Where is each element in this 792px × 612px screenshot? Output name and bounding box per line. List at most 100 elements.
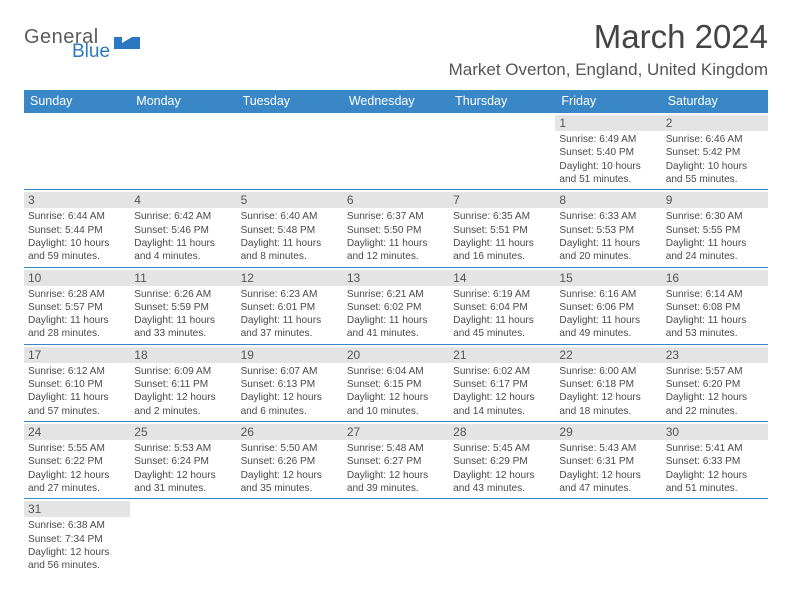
day-info: Sunrise: 6:40 AMSunset: 5:48 PMDaylight:… [241,210,339,263]
day-cell: 9Sunrise: 6:30 AMSunset: 5:55 PMDaylight… [662,190,768,266]
day-cell: 1 Sunrise: 6:49 AMSunset: 5:40 PMDaylight… [555,113,661,189]
day-info: Sunrise: 6:00 AMSunset: 6:18 PMDaylight:… [559,365,657,418]
logo-word2: Blue [72,43,110,60]
daylight: Daylight: 11 hours and 53 minutes. [666,314,764,341]
day-info: Sunrise: 6:49 AMSunset: 5:40 PMDaylight:… [559,133,657,186]
header: General Blue March 2024 Market Overton, … [24,18,768,80]
day-cell: 21Sunrise: 6:02 AMSunset: 6:17 PMDayligh… [449,345,555,421]
daylight: Daylight: 11 hours and 12 minutes. [347,237,445,264]
daylight: Daylight: 11 hours and 45 minutes. [453,314,551,341]
dayname: Monday [130,90,236,113]
sunset: Sunset: 6:08 PM [666,301,764,314]
day-cell: 26 Sunrise: 5:50 AMSunset: 6:26 PMDayligh… [237,422,343,498]
day-cell: 2Sunrise: 6:46 AMSunset: 5:42 PMDaylight… [662,113,768,189]
day-cell: 19Sunrise: 6:07 AMSunset: 6:13 PMDayligh… [237,345,343,421]
sunrise: Sunrise: 6:09 AM [134,365,232,378]
daylight: Daylight: 12 hours and 22 minutes. [666,391,764,418]
sunrise: Sunrise: 6:14 AM [666,288,764,301]
day-cell: 7Sunrise: 6:35 AMSunset: 5:51 PMDaylight… [449,190,555,266]
day-number: 1 [555,115,661,131]
day-cell: 6Sunrise: 6:37 AMSunset: 5:50 PMDaylight… [343,190,449,266]
sunrise: Sunrise: 6:16 AM [559,288,657,301]
day-info: Sunrise: 6:12 AMSunset: 6:10 PMDaylight:… [28,365,126,418]
day-info: Sunrise: 6:02 AMSunset: 6:17 PMDaylight:… [453,365,551,418]
day-cell: 12Sunrise: 6:23 AMSunset: 6:01 PMDayligh… [237,268,343,344]
sunset: Sunset: 5:51 PM [453,224,551,237]
sunset: Sunset: 5:59 PM [134,301,232,314]
day-info: Sunrise: 6:28 AMSunset: 5:57 PMDaylight:… [28,288,126,341]
day-info: Sunrise: 6:04 AMSunset: 6:15 PMDaylight:… [347,365,445,418]
daylight: Daylight: 11 hours and 57 minutes. [28,391,126,418]
dayname-row: Sunday Monday Tuesday Wednesday Thursday… [24,90,768,113]
day-number: 24 [24,424,130,440]
daylight: Daylight: 11 hours and 41 minutes. [347,314,445,341]
day-cell: 28 Sunrise: 5:45 AMSunset: 6:29 PMDayligh… [449,422,555,498]
day-cell [449,113,555,189]
day-number: 28 [449,424,555,440]
day-number: 26 [237,424,343,440]
sunrise: Sunrise: 6:35 AM [453,210,551,223]
day-info: Sunrise: 6:19 AMSunset: 6:04 PMDaylight:… [453,288,551,341]
sunrise: Sunrise: 5:45 AM [453,442,551,455]
day-info: Sunrise: 6:16 AMSunset: 6:06 PMDaylight:… [559,288,657,341]
day-info: Sunrise: 5:43 AMSunset: 6:31 PMDaylight:… [559,442,657,495]
day-number: 5 [237,192,343,208]
sunset: Sunset: 6:26 PM [241,455,339,468]
dayname: Wednesday [343,90,449,113]
daylight: Daylight: 12 hours and 31 minutes. [134,469,232,496]
dayname: Thursday [449,90,555,113]
day-info: Sunrise: 6:26 AMSunset: 5:59 PMDaylight:… [134,288,232,341]
week-row: 24 Sunrise: 5:55 AMSunset: 6:22 PMDayligh… [24,422,768,499]
day-cell: 8 Sunrise: 6:33 AMSunset: 5:53 PMDaylight… [555,190,661,266]
day-number: 17 [24,347,130,363]
day-number: 14 [449,270,555,286]
day-number: 4 [130,192,236,208]
logo: General Blue [24,28,140,60]
week-row: 1 Sunrise: 6:49 AMSunset: 5:40 PMDaylight… [24,113,768,190]
day-cell: 18Sunrise: 6:09 AMSunset: 6:11 PMDayligh… [130,345,236,421]
dayname: Sunday [24,90,130,113]
day-info: Sunrise: 6:33 AMSunset: 5:53 PMDaylight:… [559,210,657,263]
day-number: 27 [343,424,449,440]
day-info: Sunrise: 6:21 AMSunset: 6:02 PMDaylight:… [347,288,445,341]
sunrise: Sunrise: 6:26 AM [134,288,232,301]
daylight: Daylight: 12 hours and 10 minutes. [347,391,445,418]
day-number: 7 [449,192,555,208]
day-cell [555,499,661,575]
day-cell: 14 Sunrise: 6:19 AMSunset: 6:04 PMDayligh… [449,268,555,344]
daylight: Daylight: 12 hours and 43 minutes. [453,469,551,496]
day-info: Sunrise: 6:46 AMSunset: 5:42 PMDaylight:… [666,133,764,186]
day-number: 25 [130,424,236,440]
sunset: Sunset: 5:40 PM [559,146,657,159]
day-info: Sunrise: 6:44 AMSunset: 5:44 PMDaylight:… [28,210,126,263]
sunset: Sunset: 5:55 PM [666,224,764,237]
day-info: Sunrise: 5:45 AMSunset: 6:29 PMDaylight:… [453,442,551,495]
day-cell: 31Sunrise: 6:38 AMSunset: 7:34 PMDayligh… [24,499,130,575]
day-info: Sunrise: 5:53 AMSunset: 6:24 PMDaylight:… [134,442,232,495]
day-info: Sunrise: 5:50 AMSunset: 6:26 PMDaylight:… [241,442,339,495]
day-cell: 29 Sunrise: 5:43 AMSunset: 6:31 PMDayligh… [555,422,661,498]
sunrise: Sunrise: 6:46 AM [666,133,764,146]
day-cell: 16Sunrise: 6:14 AMSunset: 6:08 PMDayligh… [662,268,768,344]
sunset: Sunset: 5:48 PM [241,224,339,237]
day-info: Sunrise: 5:41 AMSunset: 6:33 PMDaylight:… [666,442,764,495]
day-info: Sunrise: 6:14 AMSunset: 6:08 PMDaylight:… [666,288,764,341]
sunrise: Sunrise: 5:43 AM [559,442,657,455]
sunrise: Sunrise: 6:44 AM [28,210,126,223]
sunrise: Sunrise: 5:41 AM [666,442,764,455]
dayname: Tuesday [237,90,343,113]
day-info: Sunrise: 5:55 AMSunset: 6:22 PMDaylight:… [28,442,126,495]
day-cell: 27Sunrise: 5:48 AMSunset: 6:27 PMDayligh… [343,422,449,498]
sunset: Sunset: 7:34 PM [28,533,126,546]
day-number: 29 [555,424,661,440]
daylight: Daylight: 12 hours and 35 minutes. [241,469,339,496]
sunset: Sunset: 6:31 PM [559,455,657,468]
sunset: Sunset: 6:01 PM [241,301,339,314]
daylight: Daylight: 10 hours and 55 minutes. [666,160,764,187]
day-number: 8 [555,192,661,208]
daylight: Daylight: 12 hours and 56 minutes. [28,546,126,573]
sunrise: Sunrise: 6:37 AM [347,210,445,223]
day-number: 3 [24,192,130,208]
sunrise: Sunrise: 6:04 AM [347,365,445,378]
day-cell [130,113,236,189]
